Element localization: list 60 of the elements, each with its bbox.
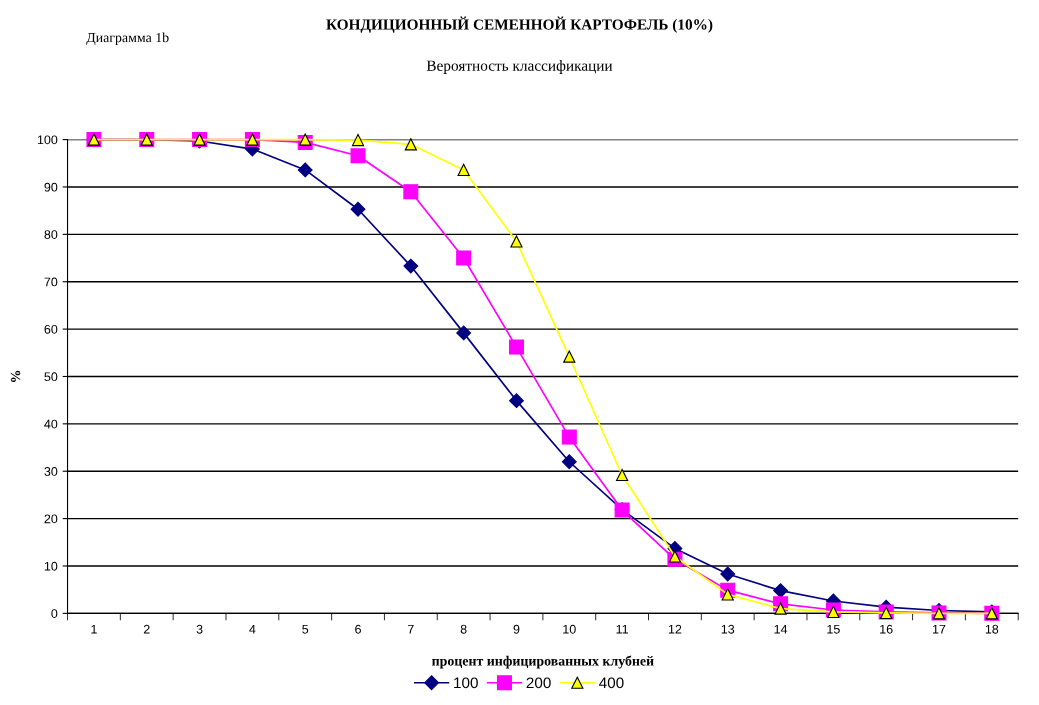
y-tick-label: 100	[37, 135, 58, 145]
point	[615, 468, 629, 482]
y-tick-label: 70	[44, 277, 58, 287]
text: Диаграмма 1b	[86, 32, 169, 46]
point	[510, 235, 523, 248]
y-tick-label: 90	[44, 182, 58, 192]
point	[403, 184, 419, 200]
point	[350, 201, 366, 217]
point	[351, 133, 365, 147]
point	[773, 583, 788, 599]
y-tick-label: 50	[44, 372, 58, 382]
y-tick-label: 0	[51, 609, 58, 618]
point	[297, 162, 313, 178]
point	[508, 339, 524, 355]
x-tick-label: 16	[880, 624, 893, 634]
point	[668, 550, 682, 563]
y-tick-label: 20	[44, 514, 58, 524]
x-tick-label: 9	[513, 624, 520, 634]
point	[350, 148, 366, 164]
legend-label: 100	[454, 677, 478, 689]
y-tick-label: 60	[44, 324, 58, 334]
x-tick-label: 13	[721, 624, 735, 634]
point	[720, 566, 736, 582]
chart-subtitle: Вероятность классификации	[426, 60, 613, 74]
x-axis-title: процент инфицированных клубней	[432, 655, 654, 669]
point	[299, 133, 312, 146]
x-tick-label: 4	[249, 624, 256, 634]
x-tick-label: 17	[933, 624, 946, 634]
point	[561, 454, 577, 470]
point	[774, 602, 787, 615]
point	[456, 325, 472, 341]
point	[404, 138, 417, 151]
x-tick-label: 12	[668, 624, 682, 634]
x-tick-label: 10	[563, 624, 576, 634]
chart-title: КОНДИЦИОННЫЙ СЕМЕННОЙ КАРТОФЕЛЬ (10%)	[326, 16, 713, 33]
legend-label: 400	[599, 677, 624, 689]
x-tick-label: 3	[196, 624, 203, 634]
y-tick-label: 80	[44, 230, 58, 239]
x-tick-label: 11	[616, 624, 628, 634]
point	[457, 163, 470, 177]
point	[563, 350, 576, 363]
x-tick-label: 15	[827, 624, 840, 634]
y-tick-label: 40	[44, 419, 58, 429]
x-tick-label: 7	[408, 624, 414, 634]
legend-label: 200	[526, 677, 551, 689]
point	[721, 588, 734, 601]
point	[561, 429, 577, 445]
y-tick-label: 30	[44, 467, 58, 476]
point	[403, 258, 419, 274]
x-tick-label: 8	[460, 624, 467, 634]
y-axis-title: %	[10, 370, 21, 382]
point	[509, 393, 524, 409]
x-tick-label: 6	[355, 624, 361, 634]
point	[456, 250, 472, 266]
x-tick-label: 2	[143, 624, 150, 634]
x-tick-label: 18	[985, 624, 999, 634]
y-tick-label: 10	[44, 561, 58, 571]
x-tick-label: 14	[774, 624, 788, 634]
x-tick-label: 5	[302, 624, 309, 634]
x-tick-label: 1	[91, 624, 97, 634]
